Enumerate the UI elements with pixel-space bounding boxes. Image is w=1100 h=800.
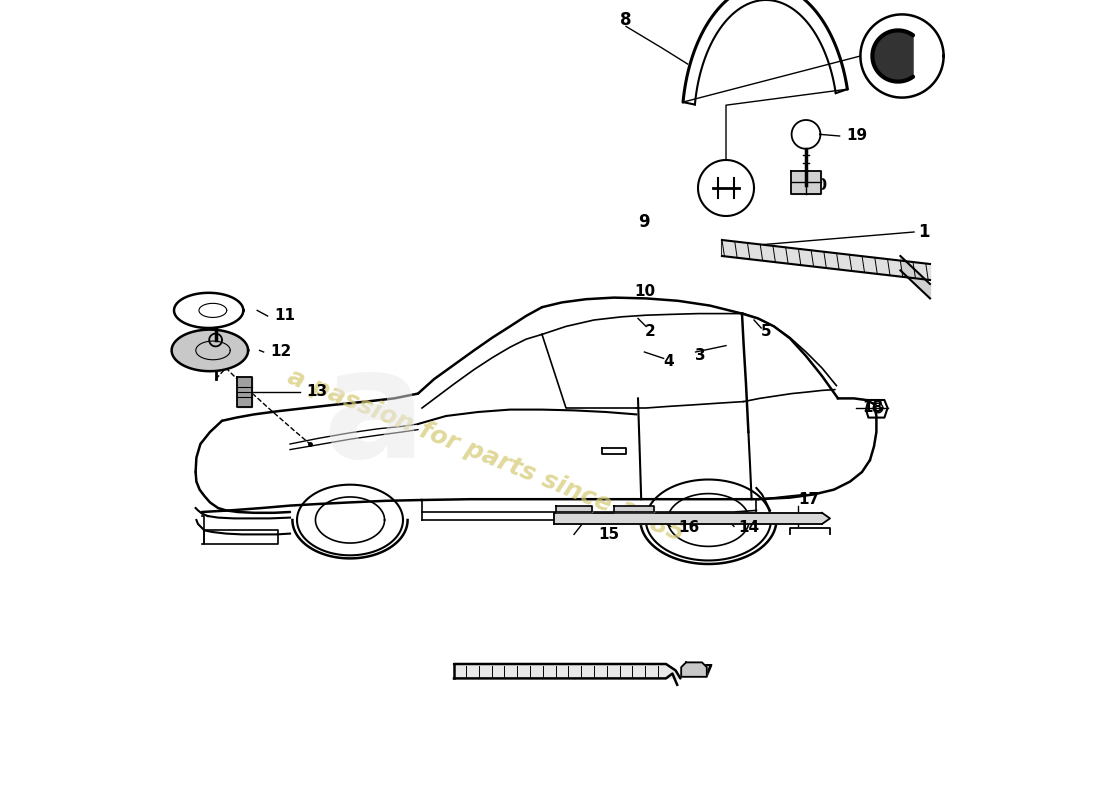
Text: 7: 7 bbox=[702, 663, 714, 681]
Polygon shape bbox=[681, 662, 707, 677]
Text: 8: 8 bbox=[620, 11, 631, 29]
Polygon shape bbox=[174, 293, 243, 328]
Polygon shape bbox=[557, 506, 592, 512]
Text: 17: 17 bbox=[798, 493, 820, 507]
Text: 9: 9 bbox=[639, 214, 650, 231]
Polygon shape bbox=[791, 171, 822, 194]
Text: 10: 10 bbox=[806, 178, 827, 193]
Text: 19: 19 bbox=[846, 129, 867, 143]
Polygon shape bbox=[454, 664, 681, 678]
Polygon shape bbox=[860, 14, 944, 98]
Text: 2: 2 bbox=[645, 325, 656, 339]
Polygon shape bbox=[614, 506, 654, 512]
Text: 13: 13 bbox=[306, 385, 327, 399]
Text: 11: 11 bbox=[274, 309, 295, 323]
Text: 4: 4 bbox=[663, 354, 673, 369]
Text: 12: 12 bbox=[270, 345, 292, 359]
Text: 3: 3 bbox=[695, 349, 706, 363]
Polygon shape bbox=[238, 377, 252, 407]
Text: 6: 6 bbox=[569, 663, 580, 681]
Polygon shape bbox=[872, 30, 913, 82]
Text: 18: 18 bbox=[862, 401, 883, 415]
Polygon shape bbox=[554, 513, 830, 524]
Text: 16: 16 bbox=[678, 521, 700, 535]
Text: a passion for parts since 1985: a passion for parts since 1985 bbox=[284, 365, 688, 547]
Text: 15: 15 bbox=[598, 527, 619, 542]
Text: 14: 14 bbox=[738, 521, 759, 535]
Text: 10: 10 bbox=[634, 285, 654, 299]
Text: 5: 5 bbox=[761, 325, 771, 339]
Polygon shape bbox=[172, 330, 249, 371]
Text: a: a bbox=[322, 342, 426, 490]
Polygon shape bbox=[698, 160, 754, 216]
Text: 1: 1 bbox=[918, 223, 930, 241]
